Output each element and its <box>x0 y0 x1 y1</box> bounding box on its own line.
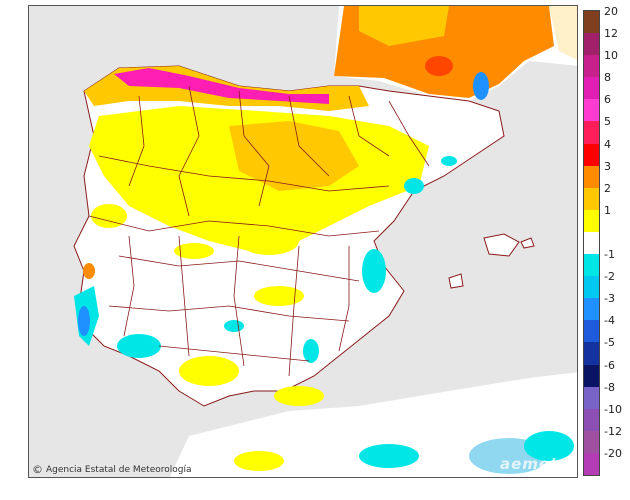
lisbon-orange-spot <box>83 263 95 279</box>
legend-label: -6 <box>604 358 615 372</box>
legend-swatch <box>584 364 599 388</box>
legend-swatch <box>584 231 599 255</box>
legend-label: -1 <box>604 248 615 262</box>
africa-cold-area-3 <box>359 444 419 468</box>
legend-label: 2 <box>604 181 611 195</box>
southwest-cold-area <box>117 334 161 358</box>
south-yellow-patch <box>254 286 304 306</box>
legend-swatch <box>584 33 599 56</box>
map-svg <box>29 6 577 477</box>
legend-label: -10 <box>604 402 622 416</box>
legend-swatch <box>584 342 599 366</box>
france-anomaly-gold <box>359 6 449 46</box>
legend-swatch <box>584 55 599 78</box>
temperature-anomaly-map <box>28 5 578 478</box>
west-yellow-patch <box>174 243 214 259</box>
legend-label: 12 <box>604 27 618 41</box>
france-warm-spot <box>425 56 453 76</box>
legend-swatch <box>584 386 599 410</box>
portugal-cold-core <box>78 306 90 336</box>
pyrenees-cold-spot <box>473 72 489 100</box>
legend-label: -12 <box>604 424 622 438</box>
color-legend <box>583 10 600 476</box>
legend-label: 5 <box>604 115 611 129</box>
africa-warm-area <box>234 451 284 471</box>
central-south-cold-spot <box>224 320 244 332</box>
ibiza <box>448 273 464 289</box>
credit-text: Agencia Estatal de Meteorología <box>46 464 192 475</box>
legend-swatch <box>584 121 599 145</box>
legend-label: 4 <box>604 137 611 151</box>
legend-label: 10 <box>604 49 618 63</box>
catalonia-cold-spot <box>441 156 457 166</box>
legend-label: -4 <box>604 314 615 328</box>
legend-swatch <box>584 298 599 321</box>
credit: © Agencia Estatal de Meteorología <box>32 463 192 476</box>
legend-swatch <box>584 408 599 432</box>
legend-label: -3 <box>604 292 615 306</box>
france-east-pale <box>549 6 577 60</box>
legend-label: -20 <box>604 446 622 460</box>
legend-swatch <box>584 187 599 211</box>
legend-swatch <box>584 254 599 277</box>
legend-swatch <box>584 77 599 100</box>
legend-swatch <box>584 430 599 454</box>
legend-swatch <box>584 143 599 167</box>
legend-swatch <box>584 320 599 343</box>
legend-label: 3 <box>604 159 611 173</box>
legend-swatch <box>584 276 599 299</box>
legend-labels: 20 12 10 8 6 5 4 3 2 1 -1 -2 -3 -4 -5 -6 -8 -10 -12 -20 <box>604 0 630 500</box>
south-coast-yellow <box>274 386 324 406</box>
legend-label: 8 <box>604 71 611 85</box>
legend-label: 1 <box>604 203 611 217</box>
portugal-yellow-patch <box>91 204 127 228</box>
copyright-icon: © <box>32 463 43 476</box>
murcia-cold-spot <box>303 339 319 363</box>
watermark-logo: aemet <box>500 455 559 473</box>
legend-label: 20 <box>604 5 618 18</box>
andalusia-yellow-patch <box>179 356 239 386</box>
africa-cold-area-2 <box>524 431 574 461</box>
ebro-cold-spot <box>404 178 424 194</box>
mallorca <box>483 233 520 257</box>
legend-swatch <box>584 209 599 233</box>
legend-label: -5 <box>604 336 615 350</box>
central-yellow-patch <box>239 227 299 255</box>
legend-label: 6 <box>604 93 611 107</box>
legend-swatch <box>584 165 599 189</box>
legend-label: -8 <box>604 380 615 394</box>
province-borders <box>88 85 430 377</box>
legend-label: -2 <box>604 270 615 284</box>
legend-swatch <box>584 99 599 122</box>
north-coast-magenta <box>114 68 329 104</box>
legend-swatch <box>584 452 599 476</box>
legend-swatch <box>584 11 599 34</box>
valencia-cold-area <box>362 249 386 293</box>
menorca <box>520 237 535 249</box>
